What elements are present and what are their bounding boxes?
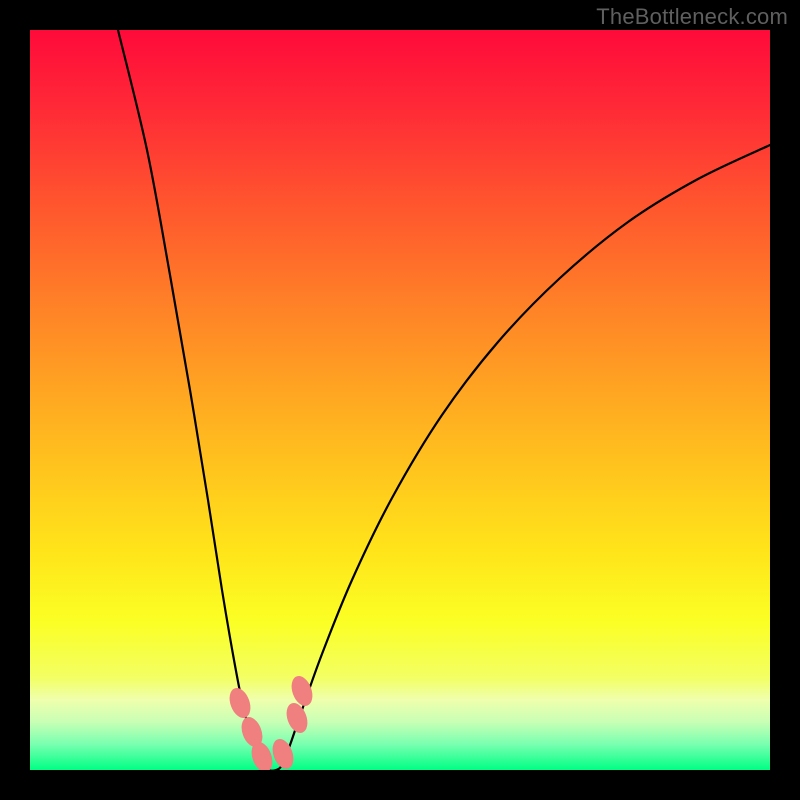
watermark-text: TheBottleneck.com (596, 4, 788, 30)
chart-container: TheBottleneck.com (0, 0, 800, 800)
plot-area (30, 30, 770, 770)
bottleneck-curve-chart (0, 0, 800, 800)
